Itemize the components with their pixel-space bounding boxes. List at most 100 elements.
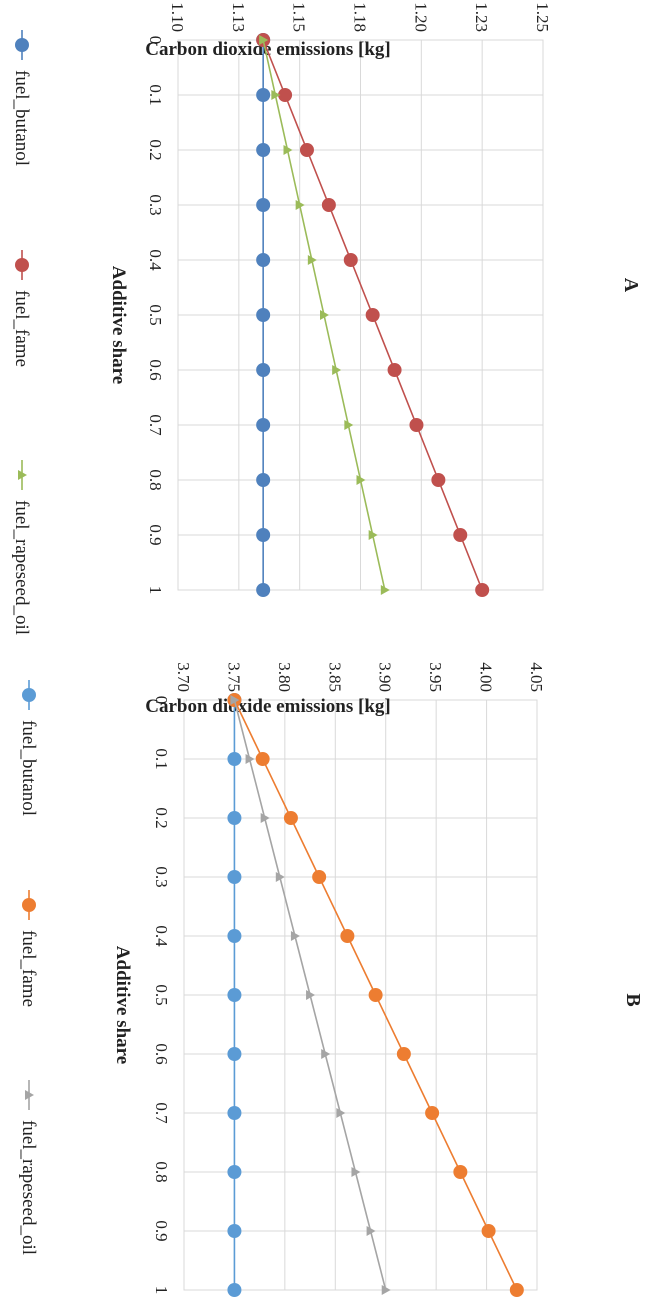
data-point-fuel-fame [283, 811, 298, 825]
data-point-fuel-butanol [256, 583, 271, 597]
x-tick-label: 0 [146, 36, 165, 45]
x-tick-label: 1 [146, 586, 165, 595]
data-point-fuel-butanol [256, 528, 271, 542]
legend-item: fuel_butanol [11, 30, 32, 166]
x-tick-label: 0.9 [152, 1220, 171, 1241]
data-point-fuel-fame [321, 198, 336, 212]
x-tick-label: 0.1 [146, 84, 165, 105]
chart-panel-b: 3.70 3.75 3.80 3.85 3.90 3.95 4.00 4.05 0 0.1 0.2 0… [18, 662, 644, 1297]
legend-label: fuel_butanol [18, 720, 39, 816]
y-tick-label: 3.85 [325, 662, 344, 692]
y-tick-label: 1.20 [411, 2, 430, 32]
data-point-fuel-butanol [227, 870, 242, 884]
data-point-fuel-butanol [227, 1106, 242, 1120]
x-tick-label: 0.8 [146, 469, 165, 490]
data-point-fuel-rapeseed-oil [380, 585, 390, 595]
panel-label: A [620, 278, 642, 293]
y-tick-label: 3.75 [224, 662, 243, 692]
data-point-fuel-butanol [256, 473, 271, 487]
data-point-fuel-fame [509, 1283, 524, 1297]
data-point-fuel-fame [481, 1224, 496, 1238]
legend-label: fuel_fame [11, 290, 32, 367]
y-tick-label: 4.05 [527, 662, 546, 692]
y-tick-label: 3.95 [426, 662, 445, 692]
legend-item: fuel_butanol [18, 680, 39, 816]
data-point-fuel-rapeseed-oil [283, 145, 293, 155]
legend-marker [25, 1090, 34, 1100]
x-axis-title: Additive share [108, 266, 129, 384]
data-point-fuel-rapeseed-oil [320, 310, 329, 320]
x-tick-label: 0.1 [152, 748, 171, 769]
data-point-fuel-fame [453, 1165, 468, 1179]
data-point-fuel-butanol [256, 308, 271, 322]
data-point-fuel-fame [431, 473, 446, 487]
y-tick-label: 4.00 [477, 662, 496, 692]
data-point-fuel-butanol [256, 143, 271, 157]
y-tick-label: 1.25 [533, 2, 552, 32]
y-axis-title: Carbon dioxide emissions [kg] [145, 696, 390, 717]
y-tick-label: 1.23 [472, 2, 491, 32]
data-point-fuel-rapeseed-oil [306, 990, 316, 1000]
data-point-fuel-fame [343, 253, 358, 267]
data-point-fuel-rapeseed-oil [259, 35, 269, 45]
x-tick-label: 1 [152, 1286, 171, 1295]
x-tick-label: 0.3 [146, 194, 165, 215]
data-point-fuel-fame [475, 583, 490, 597]
data-point-fuel-rapeseed-oil [260, 813, 270, 823]
data-point-fuel-fame [409, 418, 424, 432]
data-point-fuel-rapeseed-oil [344, 420, 354, 430]
legend-marker [18, 470, 27, 480]
x-tick-label: 0.5 [146, 304, 165, 325]
data-point-fuel-butanol [227, 1283, 242, 1297]
x-tick-label: 0.9 [146, 524, 165, 545]
legend-marker [15, 38, 29, 52]
data-point-fuel-butanol [227, 811, 242, 825]
data-point-fuel-rapeseed-oil [321, 1049, 331, 1059]
data-point-fuel-fame [278, 88, 293, 102]
data-point-fuel-rapeseed-oil [381, 1285, 391, 1295]
data-point-fuel-butanol [227, 1165, 242, 1179]
data-point-fuel-fame [425, 1106, 440, 1120]
data-point-fuel-butanol [256, 418, 271, 432]
y-tick-label: 1.10 [168, 2, 187, 32]
data-point-fuel-rapeseed-oil [295, 200, 305, 210]
data-point-fuel-rapeseed-oil [336, 1108, 346, 1118]
data-point-fuel-butanol [227, 988, 242, 1002]
legend-item: fuel_rapeseed_oil [18, 1080, 39, 1255]
legend-marker [22, 898, 36, 912]
x-tick-label: 0.6 [146, 359, 165, 380]
chart-panel-a: 1.10 1.13 1.15 1.18 1.20 1.23 1.25 0 0.1 0.2 0.3 0.… [11, 2, 642, 635]
x-tick-label: 0.7 [152, 1102, 171, 1124]
data-point-fuel-butanol [256, 363, 271, 377]
data-point-fuel-fame [387, 363, 402, 377]
data-point-fuel-fame [255, 752, 270, 766]
legend-item: fuel_fame [11, 250, 32, 367]
y-tick-label: 1.15 [290, 2, 309, 32]
data-point-fuel-butanol [256, 88, 271, 102]
data-point-fuel-fame [396, 1047, 411, 1061]
x-tick-label: 0.2 [152, 807, 171, 828]
legend-marker [15, 258, 29, 272]
y-tick-label: 3.90 [376, 662, 395, 692]
legend-label: fuel_fame [18, 930, 39, 1007]
data-point-fuel-butanol [227, 1224, 242, 1238]
data-point-fuel-butanol [227, 752, 242, 766]
x-tick-label: 0.3 [152, 866, 171, 887]
data-point-fuel-rapeseed-oil [368, 530, 378, 540]
data-point-fuel-rapeseed-oil [275, 872, 285, 882]
y-tick-label: 3.80 [275, 662, 294, 692]
y-tick-label: 1.18 [351, 2, 370, 32]
legend-item: fuel_rapeseed_oil [11, 460, 32, 635]
x-tick-label: 0.8 [152, 1161, 171, 1182]
legend-label: fuel_rapeseed_oil [18, 1120, 39, 1255]
y-axis-title: Carbon dioxide emissions [kg] [145, 39, 390, 60]
x-tick-label: 0.6 [152, 1043, 171, 1064]
data-point-fuel-rapeseed-oil [245, 754, 255, 764]
data-point-fuel-fame [312, 870, 327, 884]
data-point-fuel-butanol [256, 198, 271, 212]
data-point-fuel-rapeseed-oil [356, 475, 366, 485]
x-tick-label: 0.2 [146, 139, 165, 160]
panel-label: B [622, 993, 644, 1006]
data-point-fuel-rapeseed-oil [271, 90, 281, 100]
